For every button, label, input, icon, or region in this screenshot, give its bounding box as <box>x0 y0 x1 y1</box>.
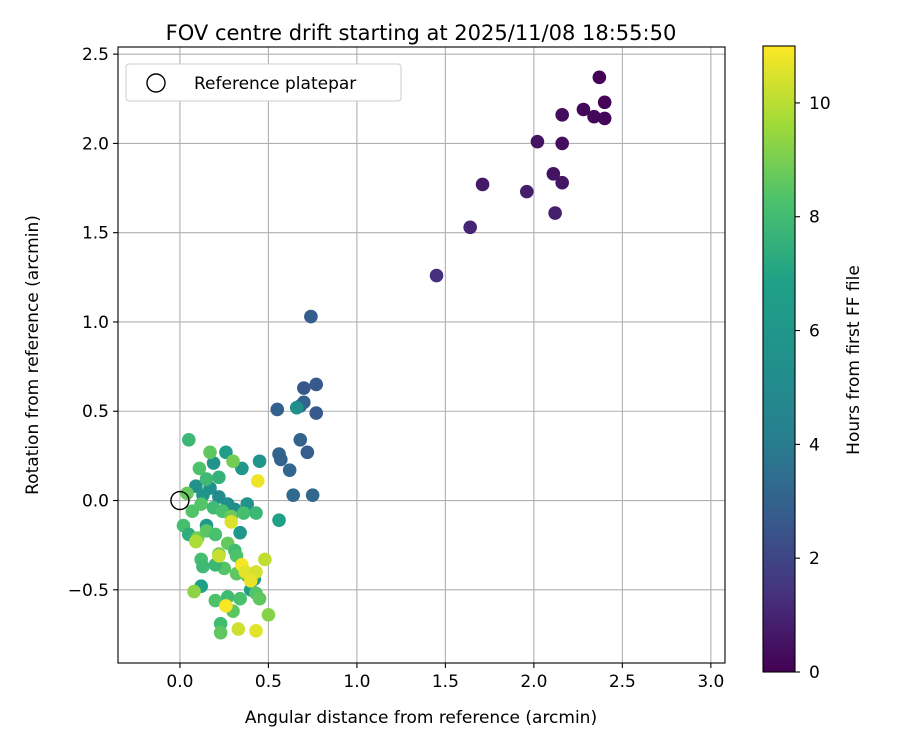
data-point <box>212 549 226 563</box>
colorbar-tick-label: 2 <box>809 549 820 569</box>
data-point <box>597 111 612 126</box>
data-point <box>185 504 200 519</box>
data-point <box>192 461 207 476</box>
y-tick-label: −0.5 <box>68 581 109 601</box>
data-point <box>576 102 591 117</box>
colorbar-tick-label: 0 <box>809 663 820 683</box>
data-point <box>243 574 258 588</box>
data-point <box>208 527 223 542</box>
data-point <box>300 445 315 460</box>
data-point <box>258 552 272 567</box>
x-tick-label: 0.0 <box>166 672 193 692</box>
legend-label: Reference platepar <box>194 74 356 94</box>
colorbar-tick-label: 8 <box>809 208 820 228</box>
data-point <box>180 486 194 501</box>
x-tick-label: 2.5 <box>609 672 636 692</box>
data-point <box>181 433 196 447</box>
data-point <box>597 95 612 110</box>
data-point <box>226 454 240 469</box>
x-axis-label: Angular distance from reference (arcmin) <box>245 708 597 728</box>
data-point <box>587 109 601 124</box>
legend-marker <box>146 73 166 93</box>
reference-platepar-marker <box>170 490 190 511</box>
data-point <box>289 400 304 415</box>
colorbar-tick-label: 4 <box>809 435 820 455</box>
data-point <box>555 136 569 151</box>
y-tick-label: 2.5 <box>82 45 109 65</box>
y-axis-label: Rotation from reference (arcmin) <box>23 215 43 495</box>
data-point <box>555 108 569 122</box>
y-axis-ticks: −0.5 0.0 0.5 1.0 1.5 2.0 2.5 <box>68 45 118 601</box>
data-point <box>251 474 265 488</box>
data-point <box>309 406 324 420</box>
data-point <box>189 534 203 549</box>
data-point <box>305 488 320 502</box>
data-point <box>548 206 562 220</box>
data-point <box>286 488 300 502</box>
plot-frame <box>117 46 726 664</box>
data-point <box>206 456 221 470</box>
data-point <box>203 445 217 460</box>
x-tick-label: 1.5 <box>432 672 459 692</box>
y-tick-label: 2.0 <box>82 134 109 154</box>
colorbar-label: Hours from first FF file <box>844 265 864 455</box>
data-point <box>196 559 210 574</box>
data-point <box>272 513 286 527</box>
data-point <box>530 134 545 149</box>
y-tick-label: 0.0 <box>82 492 109 512</box>
data-point <box>231 622 246 636</box>
data-point <box>592 70 607 85</box>
data-point <box>252 454 267 469</box>
colorbar-tick-label: 10 <box>809 94 831 114</box>
data-point <box>546 166 561 181</box>
x-axis-ticks: 0.0 0.5 1.0 1.5 2.0 2.5 3.0 <box>166 663 724 692</box>
chart-title: FOV centre drift starting at 2025/11/08 … <box>166 21 677 45</box>
data-point <box>187 584 201 599</box>
x-tick-label: 1.0 <box>343 672 370 692</box>
data-points <box>176 70 612 640</box>
data-point <box>309 377 324 392</box>
data-point <box>252 591 267 606</box>
colorbar-tick-label: 6 <box>809 322 820 342</box>
data-point <box>213 625 228 640</box>
data-point <box>519 184 534 199</box>
data-point <box>304 309 318 324</box>
data-point <box>233 525 247 540</box>
data-point <box>297 381 311 395</box>
plot-background <box>118 47 725 663</box>
data-point <box>219 599 233 613</box>
data-point <box>475 177 490 192</box>
data-point <box>249 624 263 638</box>
data-point <box>463 220 477 235</box>
data-point <box>212 470 226 485</box>
legend-box <box>125 63 402 102</box>
y-tick-label: 1.0 <box>82 313 109 333</box>
data-point <box>199 472 214 486</box>
legend: Reference platepar <box>125 63 402 102</box>
data-point <box>236 506 251 520</box>
data-point <box>274 452 288 467</box>
data-point <box>293 433 308 447</box>
colorbar-gradient <box>762 45 796 673</box>
data-point <box>249 506 263 520</box>
data-point <box>270 402 285 417</box>
y-tick-label: 1.5 <box>82 224 109 244</box>
x-tick-label: 2.0 <box>520 672 547 692</box>
data-point <box>261 607 276 622</box>
data-point <box>233 591 247 606</box>
x-tick-label: 3.0 <box>697 672 724 692</box>
x-tick-label: 0.5 <box>255 672 282 692</box>
colorbar-ticks: 0 2 4 6 8 10 <box>795 94 831 683</box>
y-tick-label: 0.5 <box>82 402 109 422</box>
data-point <box>282 463 297 477</box>
data-point <box>208 593 223 608</box>
data-point <box>224 515 239 529</box>
grid-lines <box>118 47 725 663</box>
colorbar: 0 2 4 6 8 10 Hours from first FF file <box>762 45 864 683</box>
data-point <box>429 268 444 283</box>
data-point <box>555 175 569 190</box>
